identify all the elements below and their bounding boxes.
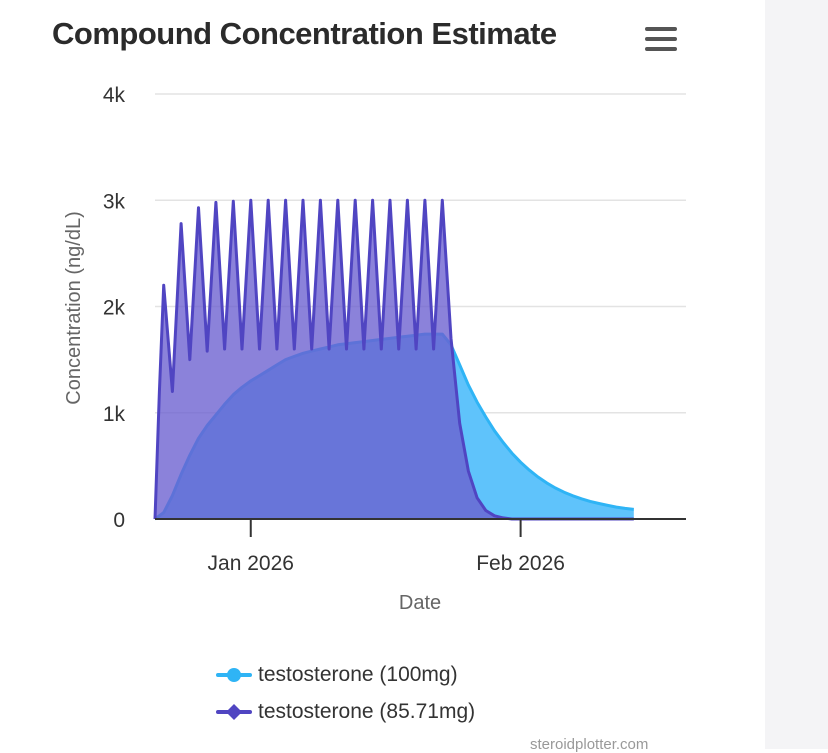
credit-link[interactable]: steroidplotter.com [530, 736, 649, 753]
x-axis-label: Date [399, 592, 441, 614]
legend-label: testosterone (85.71mg) [258, 699, 476, 723]
diamond-marker-icon [216, 703, 252, 720]
chart-title: Compound Concentration Estimate [52, 16, 557, 51]
y-tick-label: 4k [103, 84, 126, 107]
x-tick-label: Jan 2026 [208, 552, 294, 575]
y-tick-label: 2k [103, 297, 126, 320]
menu-line [645, 37, 677, 41]
circle-marker-icon [216, 667, 252, 682]
menu-line [645, 27, 677, 31]
series-line-1 [153, 198, 634, 521]
y-tick-label: 1k [103, 403, 126, 426]
legend-item-100mg[interactable]: testosterone (100mg) [216, 656, 475, 693]
legend: testosterone (100mg) testosterone (85.71… [216, 656, 475, 730]
y-axis-label: Concentration (ng/dL) [63, 211, 85, 404]
menu-line [645, 47, 677, 51]
axes [155, 518, 686, 537]
hamburger-menu-icon[interactable] [643, 24, 679, 54]
legend-label: testosterone (100mg) [258, 662, 458, 686]
series-areas [153, 198, 634, 521]
series-area-1 [155, 200, 634, 520]
legend-item-85mg[interactable]: testosterone (85.71mg) [216, 693, 475, 730]
side-panel [765, 0, 828, 749]
y-tick-label: 3k [103, 190, 126, 213]
y-tick-label: 0 [113, 509, 125, 532]
axis-labels: Date Concentration (ng/dL) 0 1k 2k 3k 4k Jan … [63, 84, 565, 614]
x-tick-label: Feb 2026 [476, 552, 565, 575]
